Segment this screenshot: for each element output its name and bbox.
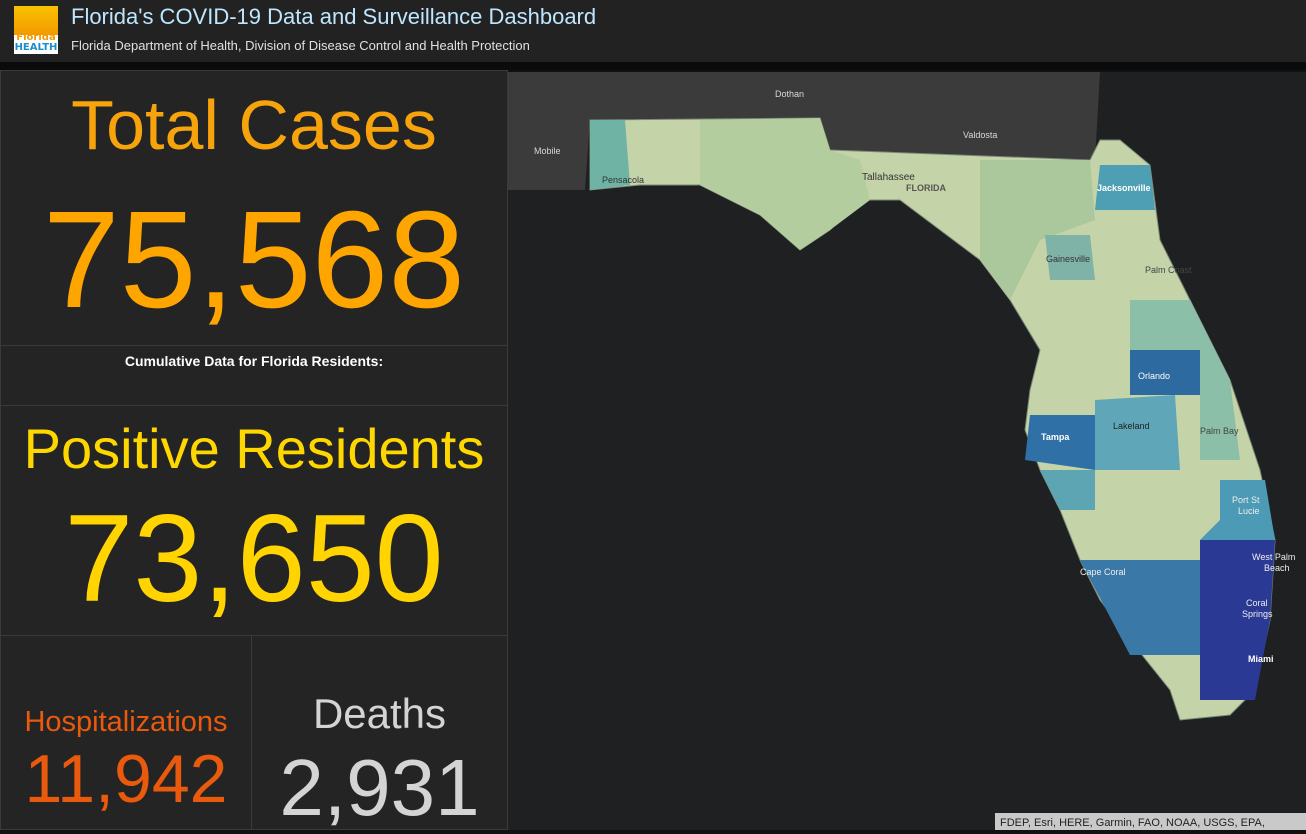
total-cases-panel: Total Cases 75,568 bbox=[0, 70, 508, 346]
place-label: Tampa bbox=[1041, 432, 1070, 442]
attribution-bg bbox=[995, 813, 1306, 830]
county bbox=[1200, 540, 1275, 700]
county bbox=[1080, 560, 1200, 655]
positive-panel: Positive Residents 73,650 bbox=[0, 405, 508, 636]
logo-bottom: HEALTH bbox=[14, 42, 58, 53]
note: Cumulative Data for Florida Residents: bbox=[124, 353, 384, 369]
logo: Florida HEALTH bbox=[14, 6, 58, 54]
deaths-label: Deaths bbox=[312, 690, 447, 737]
county bbox=[1130, 350, 1200, 395]
logo-top: Florida bbox=[16, 32, 56, 43]
deaths-panel: Deaths 2,931 bbox=[251, 635, 508, 832]
place-label: Cape Coral bbox=[1080, 567, 1126, 577]
place-label: Springs bbox=[1242, 609, 1273, 619]
positive-value: 73,650 bbox=[64, 490, 444, 628]
county bbox=[1040, 470, 1095, 510]
header: Florida HEALTH Florida's COVID-19 Data a… bbox=[0, 0, 1306, 70]
place-label: Port St bbox=[1232, 495, 1260, 505]
title: Florida's COVID-19 Data and Surveillance… bbox=[71, 4, 597, 29]
county bbox=[700, 118, 870, 250]
county bbox=[1095, 395, 1180, 470]
subtitle: Florida Department of Health, Division o… bbox=[71, 38, 530, 53]
place-label: West Palm bbox=[1252, 552, 1295, 562]
place-label: Orlando bbox=[1138, 371, 1170, 381]
place-label: Mobile bbox=[534, 146, 561, 156]
place-label: Beach bbox=[1264, 563, 1290, 573]
note-panel: Cumulative Data for Florida Residents: bbox=[0, 345, 508, 406]
hospitalizations-label: Hospitalizations bbox=[24, 706, 228, 738]
place-label: FLORIDA bbox=[906, 183, 946, 193]
place-label: Gainesville bbox=[1046, 254, 1090, 264]
place-label: Dothan bbox=[775, 89, 804, 99]
hospitalizations-value: 11,942 bbox=[24, 741, 228, 817]
county bbox=[1025, 415, 1095, 470]
attribution: FDEP, Esri, HERE, Garmin, FAO, NOAA, USG… bbox=[1000, 817, 1265, 829]
total-cases-value: 75,568 bbox=[42, 183, 466, 337]
map-labels: Dothan Mobile Valdosta Pensacola Tallaha… bbox=[534, 89, 1295, 664]
hospitalizations-panel: Hospitalizations 11,942 bbox=[0, 635, 252, 830]
positive-label: Positive Residents bbox=[23, 417, 485, 480]
place-label: Lucie bbox=[1238, 506, 1260, 516]
place-label: Tallahassee bbox=[862, 172, 915, 183]
place-label: Valdosta bbox=[963, 130, 997, 140]
county bbox=[980, 160, 1095, 300]
county bbox=[1095, 165, 1155, 210]
place-label: Pensacola bbox=[602, 175, 644, 185]
place-label: Palm Coast bbox=[1145, 265, 1192, 275]
place-label: Palm Bay bbox=[1200, 426, 1239, 436]
place-label: Miami bbox=[1248, 654, 1274, 664]
deaths-value: 2,931 bbox=[279, 743, 480, 832]
place-label: Lakeland bbox=[1113, 421, 1150, 431]
county bbox=[590, 120, 630, 190]
county bbox=[1045, 235, 1095, 280]
place-label: Jacksonville bbox=[1097, 183, 1151, 193]
county bbox=[1200, 480, 1275, 540]
total-cases-label: Total Cases bbox=[71, 86, 437, 164]
place-label: Coral bbox=[1246, 598, 1268, 608]
map[interactable]: Dothan Mobile Valdosta Pensacola Tallaha… bbox=[508, 72, 1306, 830]
land bbox=[508, 72, 1100, 190]
